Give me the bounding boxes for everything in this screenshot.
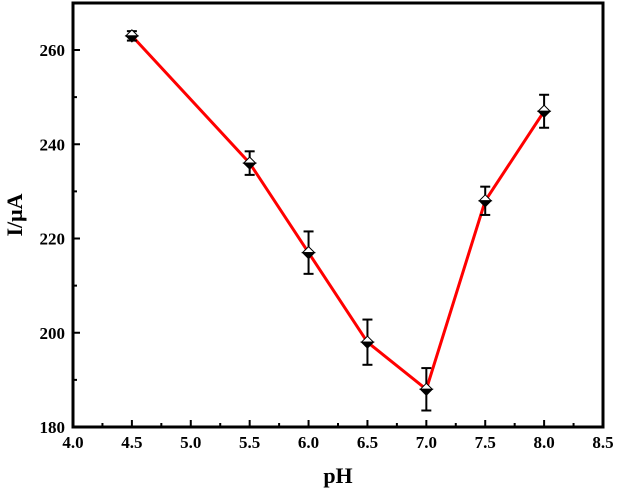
x-axis-ticks: 4.0 4.5 5.0 5.5 6.0 6.5 7.0 7.5 8.0 8.5 [62,420,614,452]
y-tick-label: 180 [40,418,66,437]
y-axis-ticks: 180 200 220 240 260 [40,41,80,437]
y-tick-label: 240 [40,135,66,154]
y-tick-label: 220 [40,230,66,249]
x-tick-label: 4.5 [121,433,142,452]
x-tick-label: 5.5 [239,433,260,452]
x-tick-label: 5.0 [180,433,201,452]
data-point-marker [419,382,434,397]
x-tick-label: 6.5 [357,433,378,452]
plot-frame [71,1,605,429]
data-point-marker [124,29,140,43]
x-tick-label: 8.5 [592,433,613,452]
data-series [124,29,552,412]
data-point-marker [242,156,257,170]
diamond-bottom-half [360,341,375,349]
diamond-bottom-half [124,35,140,43]
data-point-marker [478,194,493,208]
series-line [130,34,546,391]
diamond-bottom-half [419,388,434,397]
y-tick-label: 260 [40,41,66,60]
y-axis-title: I/μA [2,193,27,236]
plot-border [71,1,605,429]
x-tick-label: 7.5 [475,433,496,452]
diamond-bottom-half [301,252,316,260]
x-axis-title: pH [323,463,352,488]
data-point-marker [536,104,552,118]
diamond-bottom-half [242,162,257,170]
y-tick-label: 200 [40,324,66,343]
diamond-bottom-half [478,200,493,208]
data-point-marker [301,245,316,260]
x-tick-label: 8.0 [533,433,554,452]
diamond-top-half [536,104,552,112]
diamond-bottom-half [536,110,552,118]
x-tick-label: 7.0 [416,433,437,452]
x-tick-label: 6.0 [298,433,319,452]
data-point-marker [360,335,375,349]
x-tick-label: 4.0 [62,433,83,452]
